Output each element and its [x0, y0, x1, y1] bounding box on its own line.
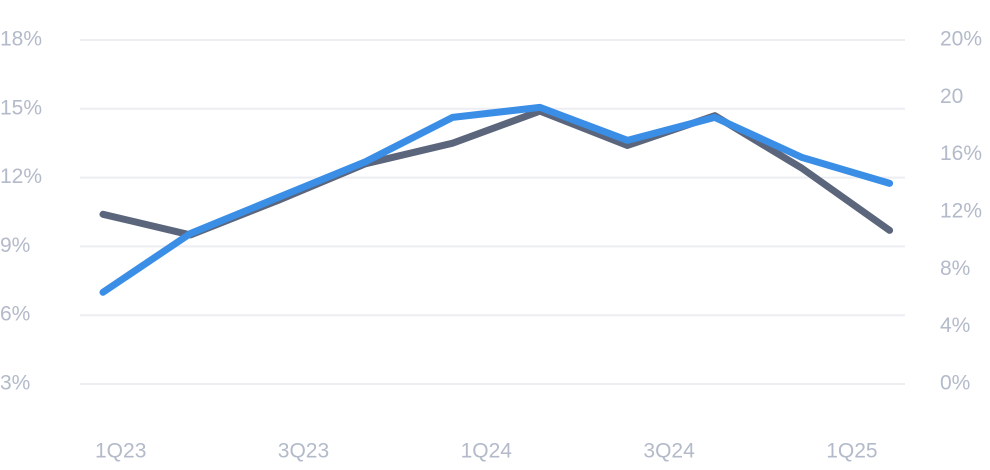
y2-tick-label: 20%	[940, 28, 982, 51]
x-tick-label: 1Q23	[95, 440, 146, 463]
y2-tick-label: 16%	[940, 142, 982, 165]
y-tick-label: 18%	[0, 28, 42, 51]
y-tick-label: 15%	[0, 96, 42, 119]
y-tick-label: 6%	[0, 303, 30, 326]
y2-tick-label: 0%	[940, 372, 970, 395]
y2-tick-label: 4%	[940, 314, 970, 337]
y-tick-label: 12%	[0, 165, 42, 188]
series-line	[99, 103, 894, 296]
x-tick-label: 1Q24	[461, 440, 513, 463]
y-tick-label: 9%	[0, 234, 30, 257]
x-tick-label: 3Q23	[278, 440, 329, 463]
y2-tick-label: 12%	[940, 200, 982, 223]
y2-tick-label: 8%	[940, 257, 970, 280]
y2-tick-label: 20	[940, 85, 963, 108]
x-tick-label: 3Q24	[643, 440, 695, 463]
series-line	[99, 107, 894, 239]
x-tick-label: 1Q25	[826, 440, 877, 463]
y-tick-label: 3%	[0, 372, 30, 395]
